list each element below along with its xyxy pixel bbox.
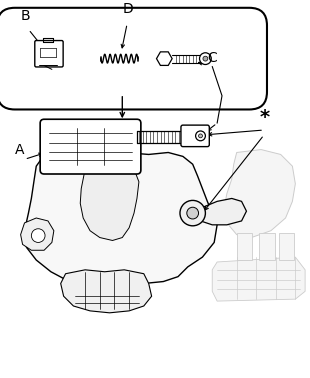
Polygon shape	[212, 257, 305, 301]
Circle shape	[198, 134, 202, 138]
Circle shape	[31, 229, 45, 242]
Bar	[279, 233, 294, 260]
Polygon shape	[80, 164, 139, 240]
Polygon shape	[24, 152, 217, 284]
Polygon shape	[197, 198, 246, 225]
Bar	[237, 233, 252, 260]
Bar	[259, 233, 275, 260]
Text: B: B	[20, 9, 30, 23]
Polygon shape	[224, 150, 295, 237]
FancyBboxPatch shape	[0, 8, 267, 110]
Polygon shape	[61, 270, 152, 313]
Circle shape	[196, 131, 206, 141]
Text: D: D	[122, 2, 133, 15]
Polygon shape	[20, 218, 54, 250]
Circle shape	[187, 207, 198, 219]
Circle shape	[203, 56, 208, 61]
Text: C: C	[207, 51, 217, 65]
FancyBboxPatch shape	[35, 40, 63, 67]
Text: *: *	[259, 108, 269, 127]
Circle shape	[180, 200, 206, 226]
FancyBboxPatch shape	[40, 119, 141, 174]
Circle shape	[200, 53, 211, 65]
Text: A: A	[15, 143, 24, 158]
FancyBboxPatch shape	[181, 125, 209, 147]
